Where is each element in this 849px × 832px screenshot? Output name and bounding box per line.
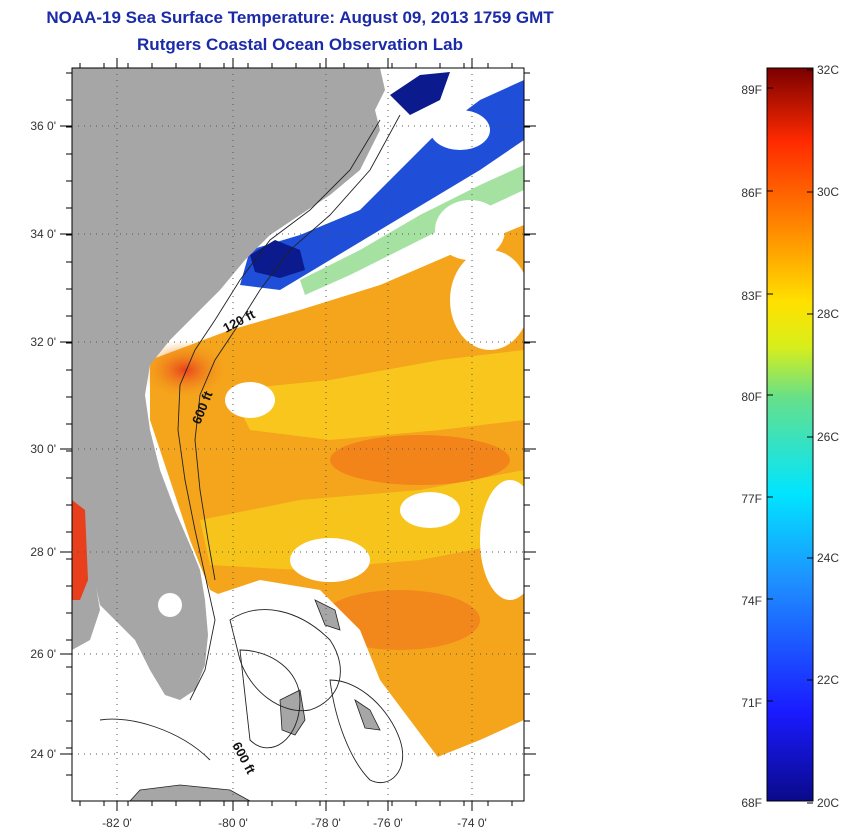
lake-okeechobee xyxy=(158,593,182,617)
lon-label: -76 0' xyxy=(373,816,403,830)
hot-spot-carolina xyxy=(140,340,230,400)
colorbar-c-label: 26C xyxy=(817,430,839,444)
colorbar xyxy=(766,67,814,802)
latitude-labels: 36 0' 34 0' 32 0' 30 0' 28 0' 26 0' 24 0' xyxy=(30,119,56,761)
lat-label: 32 0' xyxy=(30,335,56,349)
colorbar-c-label: 32C xyxy=(817,63,839,77)
yellow-band xyxy=(230,350,524,440)
lat-label: 30 0' xyxy=(30,442,56,456)
lat-label: 36 0' xyxy=(30,119,56,133)
colorbar-c-label: 28C xyxy=(817,307,839,321)
lon-label: -78 0' xyxy=(311,816,341,830)
lon-label: -82 0' xyxy=(102,816,132,830)
cloud-patches xyxy=(225,110,524,600)
us-mainland xyxy=(72,68,385,700)
lon-label: -74 0' xyxy=(457,816,487,830)
colorbar-f-label: 89F xyxy=(741,83,762,97)
map-subtitle: Rutgers Coastal Ocean Observation Lab xyxy=(137,35,463,54)
map-area xyxy=(72,68,524,801)
colorbar-f-label: 83F xyxy=(741,289,762,303)
cold-north-water xyxy=(390,72,450,115)
map-title: NOAA-19 Sea Surface Temperature: August … xyxy=(46,8,554,27)
colorbar-c-label: 20C xyxy=(817,796,839,810)
colorbar-f-label: 80F xyxy=(741,390,762,404)
colorbar-c-label: 24C xyxy=(817,551,839,565)
lat-label: 34 0' xyxy=(30,227,56,241)
colorbar-f-label: 77F xyxy=(741,492,762,506)
colorbar-f-label: 74F xyxy=(741,594,762,608)
lat-label: 24 0' xyxy=(30,747,56,761)
lon-label: -80 0' xyxy=(218,816,248,830)
hot-spot-offshore xyxy=(330,435,510,485)
lat-label: 28 0' xyxy=(30,545,56,559)
gulf-hot-water xyxy=(72,500,88,600)
colorbar-c-label: 30C xyxy=(817,185,839,199)
graticule xyxy=(60,58,536,811)
bahamas-islands xyxy=(129,599,381,801)
colorbar-ticks: 89F 86F 83F 80F 77F 74F 71F 68F 32C 30C 28C 26C 24C 2… xyxy=(741,63,839,810)
map-border xyxy=(71,67,525,802)
longitude-labels: -82 0' -80 0' -78 0' -76 0' -74 0' xyxy=(102,816,487,830)
colorbar-f-label: 68F xyxy=(741,796,762,810)
green-transition xyxy=(300,165,524,295)
colorbar-f-label: 71F xyxy=(741,696,762,710)
colorbar-f-label: 86F xyxy=(741,186,762,200)
colorbar-c-label: 22C xyxy=(817,673,839,687)
bathymetry-contours xyxy=(99,114,404,784)
bahamas-shelf xyxy=(150,580,440,801)
lat-label: 26 0' xyxy=(30,647,56,661)
